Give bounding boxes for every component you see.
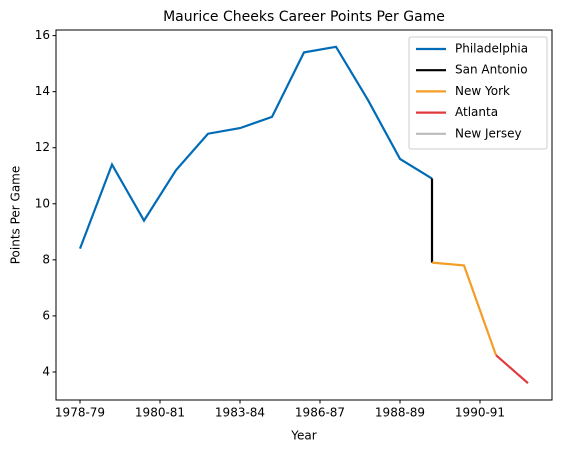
series-line	[495, 354, 529, 385]
x-tick-label: 1983-84	[215, 406, 265, 420]
y-tick-label: 10	[35, 196, 50, 210]
x-axis-label: Year	[290, 429, 316, 443]
x-tick-label: 1978-79	[55, 406, 105, 420]
y-tick-label: 8	[42, 252, 50, 266]
y-axis-label: Points Per Game	[9, 166, 23, 265]
chart-title: Maurice Cheeks Career Points Per Game	[163, 9, 445, 25]
x-tick-label: 1986-87	[295, 406, 345, 420]
legend-label: Atlanta	[455, 105, 498, 119]
legend-label: New York	[455, 84, 510, 98]
legend-label: Philadelphia	[455, 42, 528, 56]
x-tick-label: 1980-81	[135, 406, 185, 420]
x-tick-label: 1990-91	[455, 406, 505, 420]
y-tick-label: 4	[42, 364, 50, 378]
legend-label: New Jersey	[455, 126, 522, 140]
y-tick-label: 16	[35, 28, 50, 42]
legend-label: San Antonio	[455, 63, 528, 77]
legend-box	[408, 36, 548, 150]
series-line	[431, 261, 498, 356]
plot-frame	[55, 29, 553, 401]
x-tick-label: 1988-89	[375, 406, 425, 420]
y-tick-label: 12	[35, 140, 50, 154]
y-tick-label: 6	[42, 308, 50, 322]
y-tick-label: 14	[35, 84, 50, 98]
series-line	[78, 45, 433, 250]
